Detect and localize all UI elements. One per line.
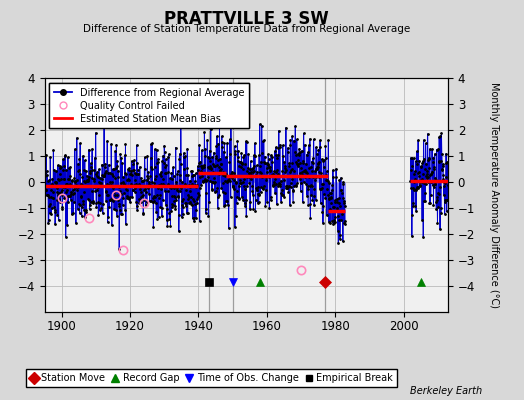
Y-axis label: Monthly Temperature Anomaly Difference (°C): Monthly Temperature Anomaly Difference (… [489, 82, 499, 308]
Text: Berkeley Earth: Berkeley Earth [410, 386, 482, 396]
Legend: Station Move, Record Gap, Time of Obs. Change, Empirical Break: Station Move, Record Gap, Time of Obs. C… [26, 369, 397, 387]
Text: PRATTVILLE 3 SW: PRATTVILLE 3 SW [164, 10, 329, 28]
Legend: Difference from Regional Average, Quality Control Failed, Estimated Station Mean: Difference from Regional Average, Qualit… [49, 83, 249, 128]
Text: Difference of Station Temperature Data from Regional Average: Difference of Station Temperature Data f… [83, 24, 410, 34]
